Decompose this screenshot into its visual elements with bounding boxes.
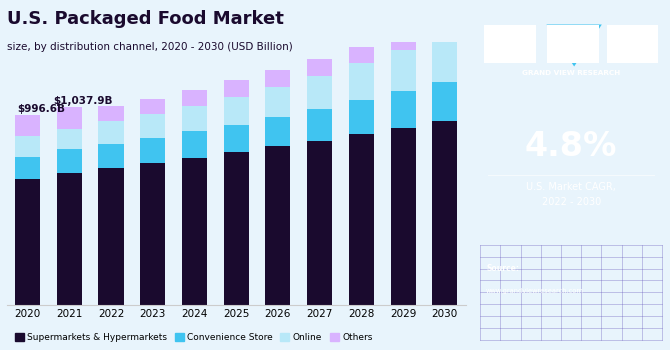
- Bar: [265, 86, 290, 117]
- Bar: [265, 146, 290, 304]
- Bar: [391, 50, 415, 91]
- Bar: [391, 91, 415, 128]
- Bar: [224, 125, 249, 152]
- Text: U.S. Market CAGR,
2022 - 2030: U.S. Market CAGR, 2022 - 2030: [526, 182, 616, 207]
- Bar: [140, 99, 165, 114]
- Bar: [57, 173, 82, 304]
- Text: size, by distribution channel, 2020 - 2030 (USD Billion): size, by distribution channel, 2020 - 20…: [7, 42, 292, 52]
- Bar: [57, 149, 82, 173]
- Bar: [265, 117, 290, 146]
- Text: $996.6B: $996.6B: [17, 104, 65, 113]
- Bar: [98, 168, 123, 304]
- Bar: [57, 128, 82, 149]
- Legend: Supermarkets & Hypermarkets, Convenience Store, Online, Others: Supermarkets & Hypermarkets, Convenience…: [11, 329, 376, 345]
- Bar: [182, 158, 207, 304]
- Bar: [307, 59, 332, 76]
- Bar: [224, 152, 249, 304]
- Bar: [432, 82, 458, 121]
- Bar: [15, 156, 40, 179]
- Text: www.grandviewresearch.com: www.grandviewresearch.com: [486, 288, 584, 294]
- Text: U.S. Packaged Food Market: U.S. Packaged Food Market: [7, 10, 283, 28]
- FancyBboxPatch shape: [547, 25, 599, 63]
- Bar: [140, 138, 165, 163]
- Bar: [349, 134, 374, 304]
- Bar: [349, 47, 374, 63]
- Bar: [15, 136, 40, 156]
- FancyBboxPatch shape: [607, 25, 658, 63]
- Text: 4.8%: 4.8%: [525, 130, 617, 162]
- Bar: [182, 106, 207, 131]
- Bar: [140, 163, 165, 304]
- Text: GRAND VIEW RESEARCH: GRAND VIEW RESEARCH: [522, 70, 620, 76]
- Bar: [307, 141, 332, 304]
- Bar: [98, 144, 123, 168]
- Bar: [349, 100, 374, 134]
- Bar: [432, 19, 458, 36]
- Bar: [265, 70, 290, 86]
- Bar: [15, 179, 40, 304]
- Bar: [15, 115, 40, 136]
- Bar: [182, 131, 207, 158]
- Text: $1,037.9B: $1,037.9B: [54, 96, 113, 106]
- Bar: [98, 121, 123, 144]
- Bar: [224, 97, 249, 125]
- Bar: [140, 114, 165, 138]
- Bar: [307, 109, 332, 141]
- Bar: [432, 121, 458, 304]
- Bar: [349, 63, 374, 100]
- Bar: [391, 33, 415, 50]
- Bar: [307, 76, 332, 109]
- Bar: [224, 80, 249, 97]
- FancyBboxPatch shape: [484, 25, 535, 63]
- Bar: [391, 128, 415, 304]
- Bar: [432, 36, 458, 82]
- Text: Source:: Source:: [486, 264, 519, 273]
- Bar: [57, 107, 82, 128]
- Bar: [182, 90, 207, 106]
- Polygon shape: [547, 25, 602, 66]
- Bar: [98, 106, 123, 121]
